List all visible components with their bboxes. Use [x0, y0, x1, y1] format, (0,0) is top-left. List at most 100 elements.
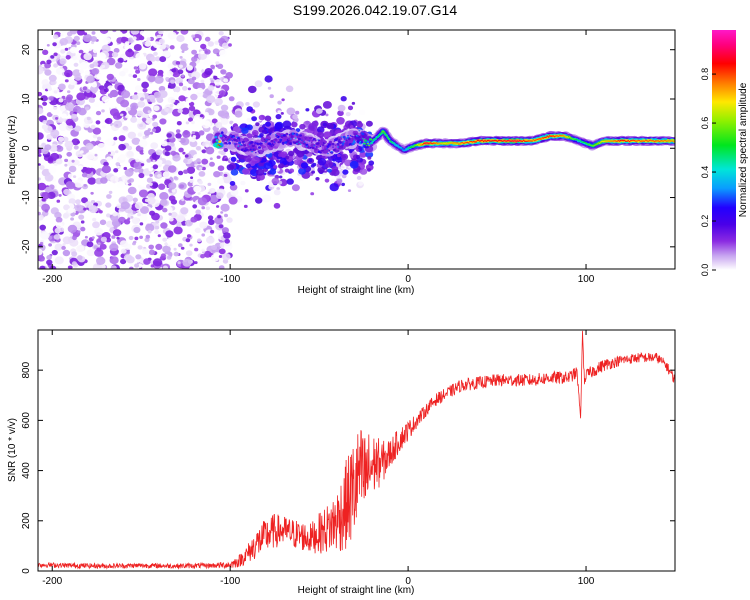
spectrogram-cell [222, 253, 231, 261]
spectrogram-cell [42, 49, 49, 55]
spectrogram-cell [116, 181, 126, 189]
spectrogram-cell [216, 192, 224, 199]
spectrogram-cell [587, 144, 590, 146]
spectrogram-cell [253, 144, 256, 146]
spectrogram-cell [128, 235, 134, 241]
spectrogram-cell [415, 144, 418, 146]
spectrogram-cell [288, 134, 291, 136]
spectrogram-cell [431, 142, 434, 145]
spectrogram-cell [440, 142, 443, 145]
spectrogram-cell [353, 139, 356, 141]
spectrogram-cell [84, 167, 93, 174]
spectrogram-cell [44, 174, 54, 182]
x-tick-label: 100 [578, 274, 595, 285]
spectrogram-cell [139, 222, 144, 226]
spectrogram-cell [73, 62, 79, 67]
spectrogram-cell [492, 140, 495, 142]
spectrogram-cell [134, 85, 143, 92]
spectrogram-cell [189, 243, 193, 247]
spectrogram-cell [106, 57, 116, 66]
spectrogram-cell [81, 100, 85, 104]
spectrogram-cell [119, 154, 126, 161]
spectrogram-cell [190, 93, 198, 101]
spectrogram-cell [209, 77, 214, 81]
spectrogram-cell [170, 79, 176, 84]
spectrogram-cell [326, 145, 330, 148]
spectrogram-cell [109, 108, 119, 117]
spectrogram-cell [514, 139, 516, 141]
spectrogram-cell [155, 243, 163, 250]
spectrogram-cell [164, 145, 172, 152]
spectrogram-cell [90, 36, 98, 42]
colorbar-ticks: 0.0 0.2 0.4 0.6 0.8 [700, 68, 716, 276]
spectrogram-cell [642, 140, 644, 142]
spectrogram-cell [177, 138, 181, 142]
spectrogram-cell [468, 142, 470, 144]
spectrogram-cell [496, 140, 499, 142]
spectrogram-cell [328, 150, 331, 152]
spectrogram-cell [405, 149, 408, 151]
spectrogram-cell [106, 194, 112, 199]
spectrogram-cell [178, 95, 186, 102]
spectrogram-cell [135, 158, 140, 163]
spectrogram-cell [97, 143, 107, 152]
spectrogram-cell [466, 141, 469, 144]
spectrogram-cell [71, 159, 75, 163]
spectrogram-cell [669, 140, 672, 142]
spectrogram-cell [581, 141, 583, 143]
spectrogram-cell [109, 243, 119, 252]
spectrogram-cell [216, 155, 221, 159]
spectrogram-cell [120, 258, 127, 265]
spectrogram-cell [127, 213, 132, 218]
spectrogram-cell [96, 52, 107, 61]
spectrogram-cell [340, 96, 347, 102]
spectrogram-cell [233, 143, 236, 145]
spectrogram-cell [198, 51, 207, 60]
spectrogram-cell [558, 134, 561, 136]
spectrogram-cell [331, 151, 333, 153]
spectrogram-cell [299, 143, 302, 145]
spectrogram-cell [229, 181, 236, 186]
spectrogram-cell [159, 199, 168, 206]
spectrogram-cell [189, 179, 194, 183]
spectrogram-cell [139, 235, 144, 239]
spectrogram-cell [524, 140, 526, 142]
spectrogram-cell [469, 140, 471, 143]
spectrogram-cell [130, 30, 140, 35]
spectrogram-cell [341, 142, 345, 145]
spectrogram-cell [147, 60, 153, 66]
spectrogram-cell [352, 140, 356, 144]
spectrogram-cell [228, 43, 232, 47]
spectrogram-cell [379, 133, 382, 135]
spectrogram-cell [308, 140, 311, 142]
spectrogram-cell [68, 198, 76, 205]
spectrogram-cell [46, 255, 52, 260]
spectrogram-cell [567, 137, 570, 139]
spectrogram-cell [146, 158, 152, 163]
spectrogram-cell [221, 139, 225, 142]
spectrogram-cell [215, 61, 220, 65]
spectrogram-cell [577, 139, 580, 142]
spectrogram-cell [497, 139, 500, 142]
spectrogram-cell [90, 124, 96, 130]
spectrogram-cell [295, 128, 301, 133]
x-tick-label: 0 [405, 576, 411, 587]
spectrogram-cell [38, 177, 41, 181]
spectrogram-cell [652, 140, 654, 142]
spectrogram-cell [546, 135, 548, 137]
spectrogram-cell [280, 151, 288, 158]
spectrogram-cell [509, 140, 511, 142]
spectrogram-cell [374, 138, 377, 140]
spectrogram-cell [362, 142, 366, 146]
spectrogram-cell [186, 166, 196, 174]
spectrogram-cell [527, 140, 530, 142]
spectrogram-cell [113, 225, 118, 229]
spectrogram-cell [341, 155, 346, 159]
spectrogram-cell [310, 192, 315, 196]
spectrogram-cell [247, 139, 250, 141]
spectrogram-y-ticks: -20 -10 0 10 20 [21, 44, 675, 254]
spectrogram-cell [68, 165, 77, 173]
spectrogram-cell [144, 237, 150, 243]
spectrogram-cell [177, 108, 183, 114]
